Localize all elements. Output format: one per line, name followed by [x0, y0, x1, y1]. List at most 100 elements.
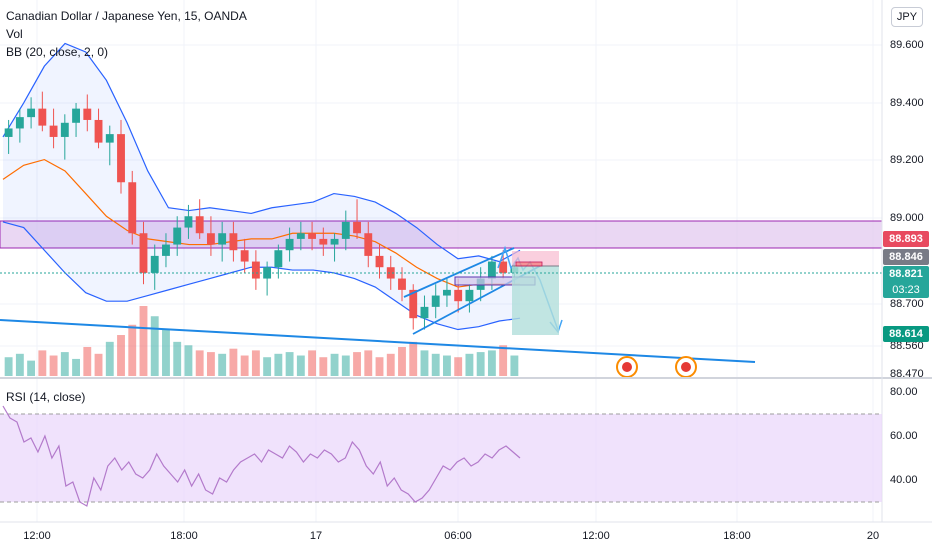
candle-body [499, 261, 508, 273]
volume-bar [308, 350, 317, 376]
time-tick: 12:00 [582, 530, 610, 542]
bb-legend[interactable]: BB (20, close, 2, 0) [6, 45, 109, 59]
candle-countdown: 03:23 [883, 282, 929, 298]
candle-body [420, 306, 429, 319]
volume-bar [184, 345, 193, 376]
candle-body [27, 108, 36, 118]
price-tick: 89.200 [890, 154, 924, 166]
candle-body [150, 255, 159, 273]
candle-body [443, 289, 451, 296]
rsi-tick: 40.00 [890, 474, 918, 486]
volume-bar [218, 353, 227, 376]
entry-marker [515, 261, 543, 267]
time-tick: 18:00 [723, 530, 751, 542]
currency-button[interactable]: JPY [891, 7, 923, 27]
volume-bar [353, 352, 361, 376]
candle-body [218, 233, 227, 245]
rsi-tick: 60.00 [890, 430, 918, 442]
candle-body [386, 267, 395, 279]
candle-body [173, 227, 182, 245]
volume-bar [476, 352, 485, 376]
event-icon[interactable] [675, 356, 697, 378]
volume-bar [4, 357, 13, 376]
mid-level-tag: 88.846 [883, 249, 929, 265]
time-tick: 20 [866, 530, 880, 542]
candle-body [38, 108, 47, 126]
volume-bar [150, 316, 159, 376]
volume-bar [386, 353, 395, 376]
volume-bar [285, 352, 294, 376]
time-tick: 17 [309, 530, 323, 542]
time-tick: 06:00 [444, 530, 472, 542]
candle-body [274, 250, 283, 268]
candle-body [319, 238, 328, 245]
volume-bar [431, 353, 440, 376]
candle-body [139, 233, 148, 273]
volume-bar [38, 350, 47, 376]
candle-body [240, 250, 249, 262]
time-tick: 12:00 [23, 530, 51, 542]
price-tick: 88.700 [890, 298, 924, 310]
candle-body [296, 233, 305, 239]
candle-body [375, 255, 384, 268]
volume-bar [15, 353, 24, 376]
candle-body [251, 261, 260, 279]
volume-bar [420, 350, 429, 376]
volume-bar [398, 346, 406, 376]
volume-bar [229, 348, 238, 376]
price-tick: 89.600 [890, 39, 924, 51]
volume-bar [510, 355, 519, 376]
candles [4, 91, 519, 330]
candle-body [195, 216, 204, 234]
volume-legend[interactable]: Vol [6, 27, 23, 41]
chart-title: Canadian Dollar / Japanese Yen, 15, OAND… [6, 9, 247, 23]
volume-bar [128, 324, 137, 376]
candle-body [83, 108, 92, 120]
volume-bar [27, 360, 36, 376]
volume-bar [499, 345, 508, 376]
volume-bar [173, 341, 182, 376]
volume-bar [443, 355, 451, 376]
volume-bar [364, 350, 373, 376]
volume-bar [487, 350, 496, 376]
rsi-tick: 80.00 [890, 386, 918, 398]
candle-body [263, 267, 272, 279]
price-tick: 88.470 [890, 368, 924, 380]
take-profit-zone[interactable] [512, 266, 559, 335]
candle-body [364, 233, 373, 256]
candle-body [15, 117, 24, 129]
descending-trendline[interactable] [0, 319, 756, 363]
candle-body [285, 238, 294, 251]
volume-bar [319, 357, 328, 376]
volume-bar [72, 358, 80, 376]
bollinger-bands [2, 42, 521, 331]
candle-body [330, 238, 339, 245]
lower-level-tag: 88.614 [883, 326, 929, 342]
candle-body [60, 122, 69, 137]
volume-bar [206, 352, 215, 376]
candle-body [229, 233, 238, 251]
price-tick: 88.560 [890, 340, 924, 352]
volume-bar [454, 357, 463, 376]
event-icon[interactable] [616, 356, 638, 378]
volume-bar [409, 341, 418, 376]
volume-bar [139, 306, 148, 376]
candle-body [72, 108, 80, 123]
upper-level-tag: 88.893 [883, 231, 929, 247]
rsi-legend[interactable]: RSI (14, close) [6, 390, 86, 404]
volume-bar [105, 341, 114, 376]
candle-body [454, 289, 463, 302]
volume-bar [162, 329, 170, 376]
volume-bar [341, 355, 350, 376]
volume-bar [117, 335, 125, 376]
volume-bar [330, 353, 339, 376]
candle-body [353, 221, 361, 234]
bb-upper-line [2, 42, 521, 263]
candle-body [308, 233, 317, 239]
candle-body [487, 261, 496, 279]
volume-bar [274, 353, 283, 376]
candle-body [117, 134, 125, 183]
candle-body [162, 244, 170, 256]
candle-body [4, 128, 13, 137]
